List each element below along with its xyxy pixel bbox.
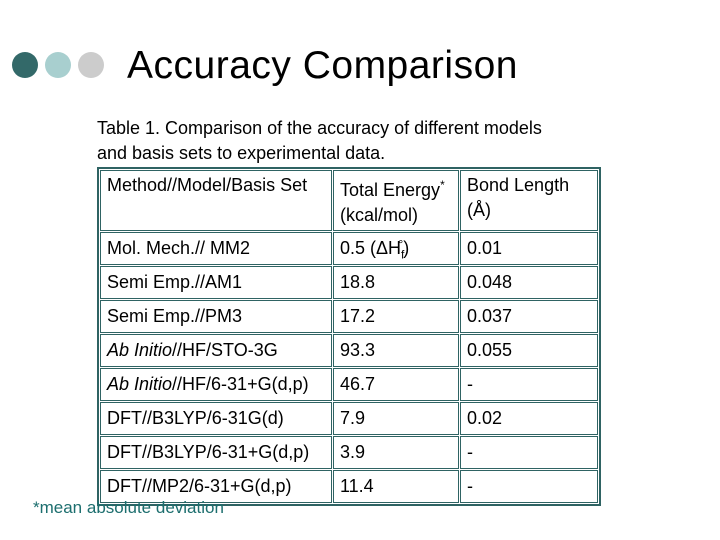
table-cell: Ab Initio//HF/6-31+G(d,p) [100,368,332,401]
table-cell: 0.048 [460,266,598,299]
table-cell: Mol. Mech.// MM2 [100,232,332,265]
cell-text: 0.048 [467,272,513,292]
cell-text: ° [398,236,404,251]
cell-text: Method//Model/Basis Set [107,175,308,195]
cell-text: - [467,442,473,462]
table-row: Ab Initio//HF/STO-3G 93.3 0.055 [100,334,598,367]
column-header: Bond Length (Å) [460,170,598,231]
cell-text: 0.037 [467,306,513,326]
column-header-line: Total Energy* [340,173,452,203]
table-caption-line2: and basis sets to experimental data. [97,143,386,163]
table-cell: 46.7 [333,368,459,401]
table-cell: 0.037 [460,300,598,333]
table-cell: DFT//B3LYP/6-31G(d) [100,402,332,435]
cell-text: 11.4 [340,476,374,496]
cell-text: 46.7 [340,374,376,394]
title-bullet-decoration [12,52,104,78]
table-cell: 0.5 (ΔHf°) [333,232,459,265]
table-cell: Ab Initio//HF/STO-3G [100,334,332,367]
table-row: Semi Emp.//AM1 18.8 0.048 [100,266,598,299]
table-cell: DFT//B3LYP/6-31+G(d,p) [100,436,332,469]
table-row: DFT//B3LYP/6-31+G(d,p) 3.9 - [100,436,598,469]
cell-text: //HF/STO-3G [172,340,278,360]
cell-text: Semi Emp.//AM1 [107,272,243,292]
cell-text: DFT//B3LYP/6-31G(d) [107,408,284,428]
table-row: Mol. Mech.// MM2 0.5 (ΔHf°) 0.01 [100,232,598,265]
cell-text: 0.02 [467,408,503,428]
column-header-line: Bond Length [467,173,591,198]
cell-text: (kcal/mol) [340,205,419,225]
cell-text: Mol. Mech.// MM2 [107,238,251,258]
table-cell: 0.055 [460,334,598,367]
cell-text: - [467,476,473,496]
table-row: DFT//MP2/6-31+G(d,p) 11.4 - [100,470,598,503]
table-cell: 3.9 [333,436,459,469]
cell-text: Total Energy [340,180,441,200]
table-caption: Table 1. Comparison of the accuracy of d… [97,116,542,166]
table-caption-line1: Table 1. Comparison of the accuracy of d… [97,118,542,138]
bullet-dot-gray-icon [78,52,104,78]
table-header-row: Method//Model/Basis Set Total Energy* (kca… [100,170,598,231]
cell-text: 0.055 [467,340,513,360]
cell-text: DFT//B3LYP/6-31+G(d,p) [107,442,310,462]
table-cell: 11.4 [333,470,459,503]
table-row: Ab Initio//HF/6-31+G(d,p) 46.7 - [100,368,598,401]
cell-text: 93.3 [340,340,376,360]
cell-text: Ab Initio [107,374,173,394]
cell-text: - [467,374,473,394]
column-header: Method//Model/Basis Set [100,170,332,231]
table-cell: 93.3 [333,334,459,367]
table-row: Semi Emp.//PM3 17.2 0.037 [100,300,598,333]
table-cell: Semi Emp.//AM1 [100,266,332,299]
bullet-dot-light-icon [45,52,71,78]
table-cell: 18.8 [333,266,459,299]
table-cell: - [460,470,598,503]
table-cell: 0.01 [460,232,598,265]
column-header-line: Method//Model/Basis Set [107,173,325,198]
cell-text: Ab Initio [107,340,173,360]
table-row: DFT//B3LYP/6-31G(d) 7.9 0.02 [100,402,598,435]
slide-title: Accuracy Comparison [127,44,518,87]
column-header-line: (Å) [467,198,591,223]
cell-text: //HF/6-31+G(d,p) [172,374,309,394]
table-cell: - [460,368,598,401]
cell-text: ) [403,237,410,258]
cell-text: 3.9 [340,442,366,462]
table-cell: 7.9 [333,402,459,435]
cell-text: 17.2 [340,306,376,326]
comparison-table: Method//Model/Basis Set Total Energy* (kca… [97,167,601,506]
column-header: Total Energy* (kcal/mol) [333,170,459,231]
bullet-dot-dark-icon [12,52,38,78]
cell-text: DFT//MP2/6-31+G(d,p) [107,476,292,496]
cell-text: (Å) [467,200,491,220]
table-cell: 17.2 [333,300,459,333]
cell-text: 0.01 [467,238,503,258]
cell-text: 7.9 [340,408,366,428]
column-header-line: (kcal/mol) [340,203,452,228]
table-cell: DFT//MP2/6-31+G(d,p) [100,470,332,503]
cell-text: f [401,247,405,262]
table-cell: 0.02 [460,402,598,435]
cell-text: Semi Emp.//PM3 [107,306,243,326]
cell-text: * [440,178,445,192]
table-cell: - [460,436,598,469]
cell-text: Bond Length [467,175,570,195]
cell-text: 0.5 (ΔH [340,237,402,258]
comparison-table-container: Method//Model/Basis Set Total Energy* (kca… [97,167,601,506]
cell-text: 18.8 [340,272,376,292]
table-cell: Semi Emp.//PM3 [100,300,332,333]
footnote: *mean absolute deviation [33,498,224,517]
